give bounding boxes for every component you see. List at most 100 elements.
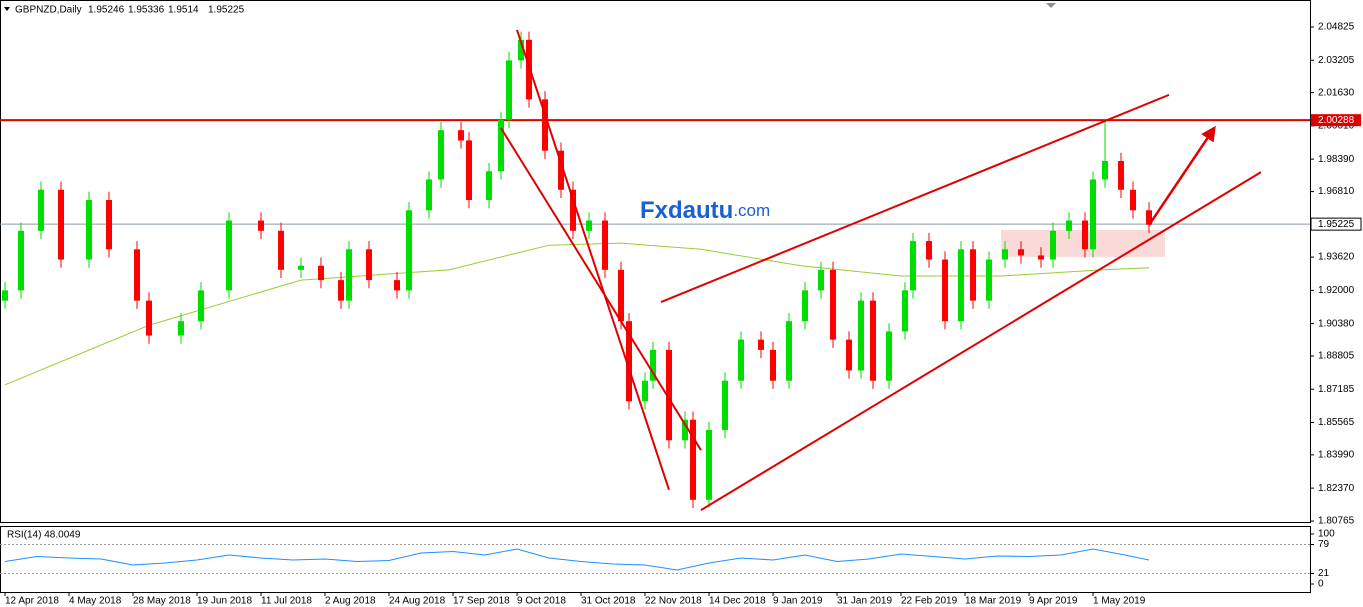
- candle-body: [366, 249, 372, 281]
- x-tick-label: 12 Apr 2018: [5, 596, 59, 607]
- candle-body: [626, 321, 632, 402]
- y-tick-label: 2.01630: [1318, 87, 1355, 98]
- candle-body: [682, 419, 688, 441]
- candle-body: [902, 290, 908, 332]
- candle-body: [394, 280, 400, 291]
- candle-body: [1090, 179, 1096, 250]
- candle-body: [146, 300, 152, 336]
- candle-body: [970, 249, 976, 301]
- main-panel: [0, 0, 1311, 523]
- candle-body: [58, 189, 64, 260]
- candle-body: [318, 265, 324, 281]
- candle-body: [802, 290, 808, 322]
- y-tick-label: 2.03205: [1318, 55, 1355, 66]
- y-tick-label: 1.85565: [1318, 417, 1355, 428]
- resistance-box: [1311, 114, 1361, 127]
- candle-body: [1130, 189, 1136, 211]
- candle-body: [602, 220, 608, 270]
- x-tick-label: 31 Oct 2018: [581, 596, 636, 607]
- x-tick-label: 17 Sep 2018: [453, 596, 510, 607]
- x-tick-label: 11 Jul 2018: [261, 596, 312, 607]
- candle-body: [1082, 220, 1088, 250]
- candle-body: [1018, 249, 1024, 256]
- candle-body: [1066, 220, 1072, 231]
- candle-body: [818, 269, 824, 291]
- candle-body: [870, 300, 876, 381]
- trendline: [700, 171, 1262, 511]
- candle-body: [298, 265, 304, 270]
- candle-body: [770, 349, 776, 381]
- candle-body: [1118, 160, 1124, 190]
- candle-body: [542, 99, 548, 151]
- candle-body: [198, 290, 204, 322]
- symbol: GBPNZD,Daily: [15, 5, 82, 16]
- x-tick-label: 31 Jan 2019: [837, 596, 892, 607]
- candle-body: [134, 249, 140, 301]
- candle-body: [690, 419, 696, 500]
- candle-body: [846, 339, 852, 371]
- candle-body: [526, 39, 532, 100]
- candle-body: [1002, 249, 1008, 260]
- y-tick-label: 1.87185: [1318, 384, 1355, 395]
- x-tick-label: 22 Nov 2018: [645, 596, 702, 607]
- x-tick-label: 24 Aug 2018: [389, 596, 446, 607]
- candle-body: [486, 171, 492, 201]
- candle-body: [618, 269, 624, 322]
- candle-body: [258, 220, 264, 231]
- candle-body: [1146, 210, 1152, 225]
- forecast-arrow: [1147, 125, 1216, 226]
- x-tick-label: 9 Jan 2019: [773, 596, 823, 607]
- candle-body: [926, 241, 932, 260]
- trendline: [516, 29, 670, 491]
- candle-body: [18, 230, 24, 291]
- ohlc-value: 1.95225: [208, 5, 245, 16]
- candle-body: [466, 140, 472, 201]
- y-tick-label: 1.98390: [1318, 154, 1355, 165]
- candle-body: [666, 349, 672, 441]
- logo-suffix: .com: [733, 201, 770, 220]
- x-tick-label: 22 Feb 2019: [901, 596, 958, 607]
- candle-body: [758, 339, 764, 350]
- y-tick-label: 1.80765: [1318, 516, 1355, 527]
- rsi-line: [4, 548, 1150, 571]
- candle-body: [506, 60, 512, 120]
- x-tick-label: 9 Apr 2019: [1029, 596, 1078, 607]
- ohlc-value: 1.95336: [128, 5, 165, 16]
- x-tick-label: 2 Aug 2018: [325, 596, 376, 607]
- candle-body: [346, 249, 352, 301]
- candle-body: [438, 130, 444, 180]
- candle-body: [642, 380, 648, 402]
- x-tick-label: 1 May 2019: [1093, 596, 1146, 607]
- x-tick-label: 9 Oct 2018: [517, 596, 566, 607]
- menu-arrow[interactable]: [4, 7, 10, 11]
- y-tick-label: 2.04825: [1318, 22, 1355, 33]
- candle-body: [830, 269, 836, 340]
- x-tick-label: 19 Jun 2018: [197, 596, 252, 607]
- candle-body: [910, 241, 916, 291]
- x-tick-label: 14 Dec 2018: [709, 596, 766, 607]
- candle-body: [570, 189, 576, 231]
- candle-body: [706, 430, 712, 500]
- candle-body: [278, 230, 284, 270]
- rsi-panel: [0, 526, 1311, 593]
- logo-brand: Fxdautu: [640, 197, 733, 224]
- candle-body: [886, 331, 892, 381]
- candle-body: [1050, 230, 1056, 260]
- candle-body: [406, 210, 412, 291]
- candle-body: [178, 321, 184, 336]
- y-tick-label: 1.82370: [1318, 483, 1355, 494]
- candle-body: [858, 300, 864, 371]
- logo: Fxdautu.com: [640, 197, 770, 224]
- rsi-label: RSI(14) 48.0049: [7, 530, 81, 541]
- rsi-tick-label: 21: [1318, 568, 1330, 579]
- y-tick-label: 1.88805: [1318, 351, 1355, 362]
- candle-body: [986, 259, 992, 301]
- x-tick-label: 28 May 2018: [133, 596, 191, 607]
- candle-body: [1102, 160, 1108, 180]
- ohlc-value: 1.9514: [168, 5, 199, 16]
- candle-body: [942, 259, 948, 322]
- y-tick-label: 1.92000: [1318, 285, 1355, 296]
- candle-body: [86, 200, 92, 260]
- resistance-label: 2.00288: [1318, 115, 1355, 126]
